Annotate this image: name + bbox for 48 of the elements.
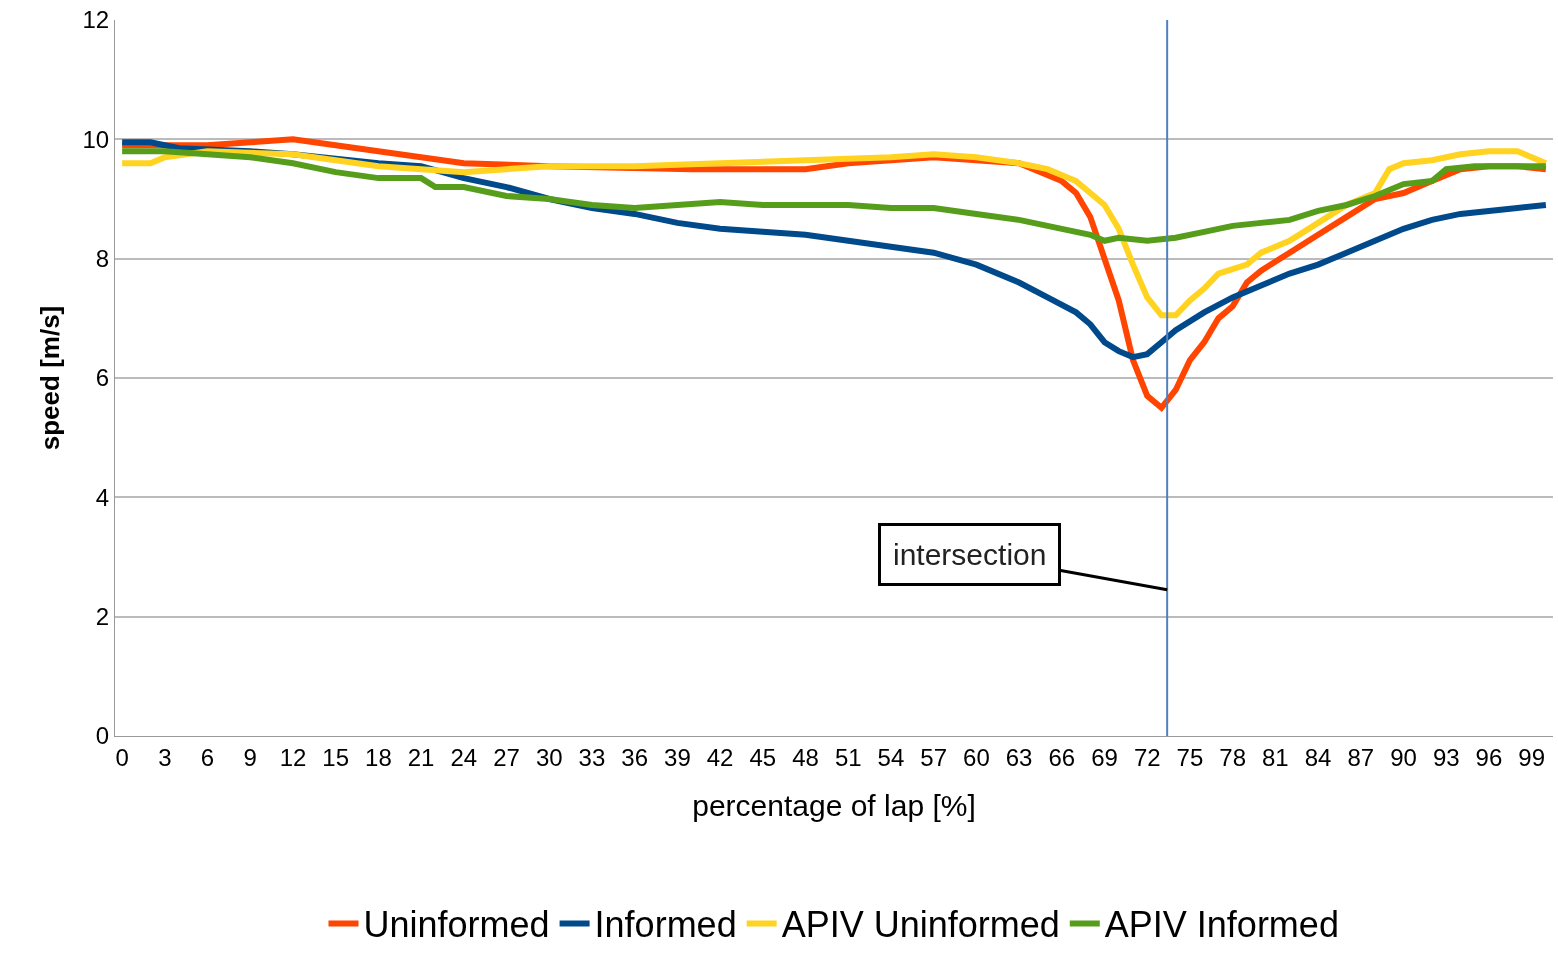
y-tick-label: 6 [95, 364, 110, 392]
x-tick-label: 99 [1518, 743, 1545, 771]
x-tick-label: 69 [1091, 743, 1118, 771]
x-tick-label: 90 [1390, 743, 1417, 771]
x-tick-label: 18 [365, 743, 392, 771]
x-tick-label: 87 [1347, 743, 1375, 771]
x-tick-label: 93 [1432, 743, 1460, 771]
x-tick-label: 0 [115, 743, 129, 771]
x-tick-label: 45 [749, 743, 777, 771]
x-tick-label: 66 [1048, 743, 1076, 771]
legend-label: Informed [594, 904, 737, 946]
x-tick-label: 57 [920, 743, 948, 771]
x-tick-label: 33 [578, 743, 606, 771]
legend-label: APIV Uninformed [781, 904, 1060, 946]
x-tick-label: 63 [1005, 743, 1033, 771]
x-tick-label: 42 [706, 743, 734, 771]
x-tick-label: 27 [493, 743, 520, 771]
x-tick-label: 60 [963, 743, 990, 771]
x-tick-label: 78 [1219, 743, 1246, 771]
x-axis-title: percentage of lap [%] [692, 789, 976, 823]
y-tick-label: 8 [95, 245, 110, 273]
x-tick-label: 12 [279, 743, 307, 771]
x-tick-label: 81 [1262, 743, 1289, 771]
x-tick-label: 48 [792, 743, 819, 771]
x-tick-label: 3 [158, 743, 172, 771]
x-tick-label: 96 [1475, 743, 1503, 771]
x-tick-label: 54 [877, 743, 905, 771]
y-tick-label: 4 [95, 483, 110, 511]
x-tick-label: 9 [243, 743, 257, 771]
y-tick-label: 12 [82, 6, 110, 34]
x-tick-label: 51 [834, 743, 862, 771]
x-tick-label: 6 [200, 743, 215, 771]
x-tick-label: 39 [664, 743, 691, 771]
x-tick-label: 24 [450, 743, 478, 771]
x-tick-label: 36 [621, 743, 649, 771]
x-tick-label: 84 [1304, 743, 1332, 771]
x-tick-label: 15 [322, 743, 350, 771]
legend-label: APIV Informed [1104, 904, 1339, 946]
y-tick-label: 2 [95, 603, 110, 631]
y-axis-title: speed [m/s] [34, 305, 65, 451]
y-tick-label: 10 [82, 125, 110, 153]
legend-label: Uninformed [363, 904, 550, 946]
x-tick-label: 30 [535, 743, 563, 771]
y-tick-label: 0 [95, 722, 110, 750]
x-tick-label: 72 [1133, 743, 1161, 771]
annotation: intersection [893, 538, 1047, 571]
x-tick-label: 21 [407, 743, 435, 771]
x-tick-label: 75 [1176, 743, 1204, 771]
